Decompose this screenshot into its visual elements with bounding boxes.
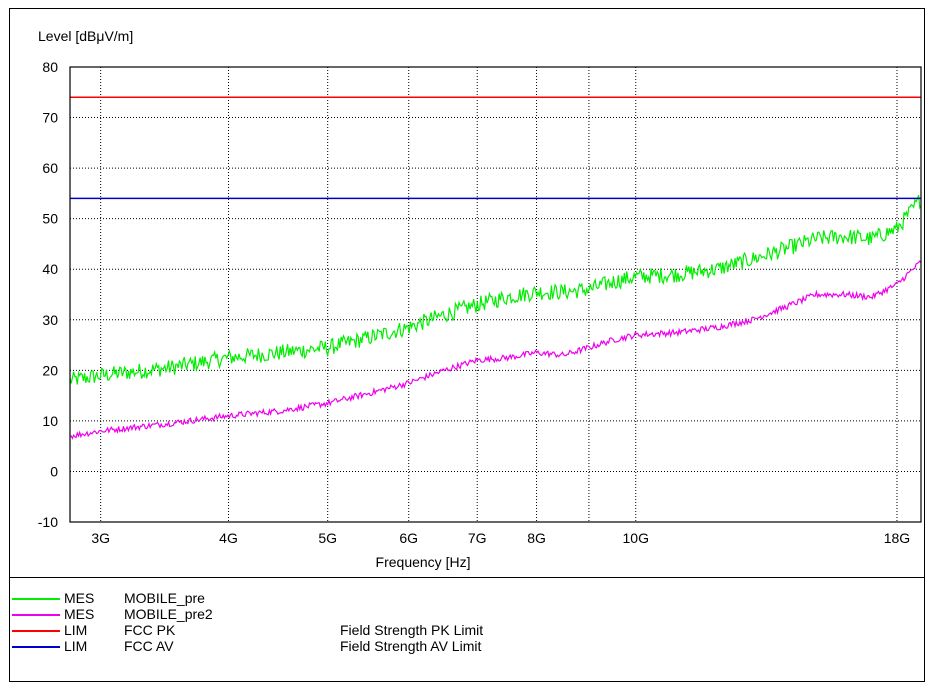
y-axis-title: Level [dBμV/m] xyxy=(38,28,133,44)
y-tick-label: 50 xyxy=(42,211,58,227)
legend-kind: MES xyxy=(64,590,95,606)
legend-kind: LIM xyxy=(64,622,88,638)
y-tick-label: 70 xyxy=(42,110,58,126)
x-tick-label: 18G xyxy=(884,530,910,546)
legend-swatch xyxy=(12,646,60,648)
y-tick-label: 20 xyxy=(42,362,58,378)
series-line-0 xyxy=(69,195,922,385)
y-tick-label: 40 xyxy=(42,261,58,277)
y-tick-label: 10 xyxy=(42,413,58,429)
legend-description: Field Strength AV Limit xyxy=(340,638,482,654)
x-tick-label: 5G xyxy=(318,530,337,546)
x-tick-label: 7G xyxy=(468,530,487,546)
y-tick-labels: 80 70 60 50 40 30 20 10 0 -10 xyxy=(38,59,58,530)
x-tick-labels: 3G 4G 5G 6G 7G 8G 10G 18G xyxy=(91,530,910,546)
y-tick-label: 0 xyxy=(50,463,58,479)
y-tick-label: 80 xyxy=(42,59,58,75)
legend-kind: LIM xyxy=(64,638,88,654)
legend-kind: MES xyxy=(64,606,95,622)
legend-divider xyxy=(9,577,925,578)
series-line-1 xyxy=(69,260,922,440)
grid xyxy=(70,67,921,522)
x-tick-label: 4G xyxy=(219,530,238,546)
y-tick-label: 60 xyxy=(42,160,58,176)
legend-name: MOBILE_pre xyxy=(124,590,205,606)
x-tick-label: 6G xyxy=(399,530,418,546)
x-axis-title: Frequency [Hz] xyxy=(376,554,471,570)
y-tick-label: 30 xyxy=(42,312,58,328)
legend-swatch xyxy=(12,614,60,616)
x-tick-label: 8G xyxy=(527,530,546,546)
chart-frame xyxy=(9,8,925,682)
series-lines xyxy=(69,96,922,440)
x-tick-label: 10G xyxy=(623,530,649,546)
emission-chart: Level [dBμV/m] Frequency [Hz] 80 70 60 50 40… xyxy=(38,28,922,570)
plot-area-border xyxy=(69,66,922,523)
legend-swatch xyxy=(12,630,60,632)
legend-description: Field Strength PK Limit xyxy=(340,622,484,638)
legend-name: FCC PK xyxy=(124,622,176,638)
y-tick-label: -10 xyxy=(38,514,58,530)
legend-name: FCC AV xyxy=(124,638,174,654)
legend-swatch xyxy=(12,598,60,600)
legend-name: MOBILE_pre2 xyxy=(124,606,213,622)
x-tick-label: 3G xyxy=(91,530,110,546)
